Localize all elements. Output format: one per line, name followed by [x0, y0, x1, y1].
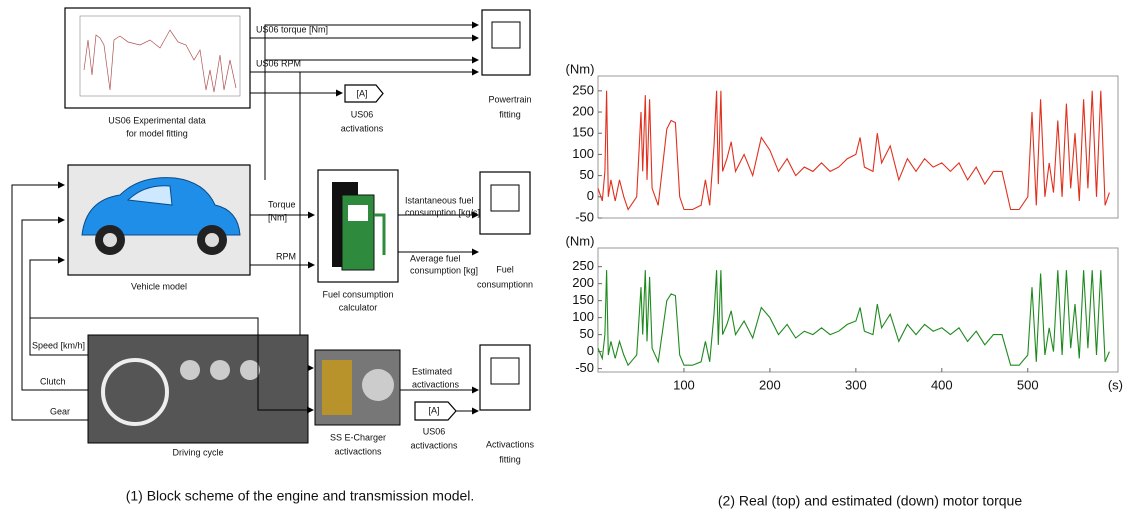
wire [30, 317, 314, 414]
pump-hose [374, 213, 386, 255]
block-label: calculator [339, 302, 378, 312]
signal-label: Clutch [40, 376, 66, 386]
y-tick-label: 150 [572, 292, 594, 307]
block-label: Powertrain [488, 94, 531, 104]
series-line [597, 270, 1110, 367]
signal-label: Istantaneous fuel [405, 195, 474, 205]
mini-plot-line [83, 29, 237, 93]
block-label: fitting [499, 109, 521, 119]
signal-label: Estimated [412, 366, 452, 376]
mini-plot [79, 15, 241, 97]
block-label: US06 [351, 109, 374, 119]
signal-label: Average fuel [410, 253, 460, 263]
block-label: Activactions [486, 439, 535, 449]
wire [264, 21, 479, 180]
x-tick-label: 100 [673, 377, 695, 392]
block-label: activations [341, 123, 384, 133]
x-axis-label: (s) [1108, 377, 1123, 392]
y-tick-label: 0 [587, 188, 594, 203]
series-line [597, 90, 1110, 211]
y-tick-label: 250 [572, 258, 594, 273]
x-tick-label: 500 [1017, 377, 1039, 392]
scope-screen [490, 357, 520, 385]
caption: (1) Block scheme of the engine and trans… [126, 488, 475, 504]
y-tick-label: 100 [572, 146, 594, 161]
wheel-icon [101, 358, 169, 426]
signal-label: consumption [kg] [410, 265, 478, 275]
block-label: Driving cycle [172, 447, 223, 457]
goto-block [344, 84, 384, 103]
y-tick-label: 250 [572, 82, 594, 97]
wire [21, 216, 88, 391]
signal-label: Torque [268, 199, 296, 209]
y-tick-label: 200 [572, 103, 594, 118]
block-label: Fuel consumption [322, 289, 393, 299]
block-label: activactions [334, 446, 382, 456]
block-label: US06 [423, 426, 446, 436]
car-wheel [103, 233, 117, 247]
y-tick-label: 50 [580, 167, 594, 182]
echarger-photo [322, 360, 352, 415]
block-label: SS E-Charger [330, 432, 386, 442]
x-tick-label: 400 [931, 377, 953, 392]
echarger-photo [362, 369, 394, 401]
signal-label: Gear [50, 406, 70, 416]
wire [299, 72, 314, 372]
driving-cycle-block [87, 334, 309, 444]
block-label: US06 Experimental data [108, 115, 206, 125]
from-tag: [A] [428, 405, 439, 415]
car-icon [81, 177, 241, 236]
scope-screen [490, 184, 520, 212]
car-window [126, 185, 173, 206]
block-label: Fuel [496, 264, 514, 274]
block-label: activactions [410, 440, 458, 450]
y-tick-label: 100 [572, 309, 594, 324]
wire [29, 256, 88, 356]
car-wheel [205, 233, 219, 247]
block-label: consumptionn [477, 279, 533, 289]
y-axis-label: (Nm) [566, 61, 595, 76]
signal-label: consumption [kg/s] [405, 207, 480, 217]
x-tick-label: 200 [759, 377, 781, 392]
y-tick-label: 0 [587, 343, 594, 358]
x-tick-label: 300 [845, 377, 867, 392]
y-tick-label: 150 [572, 125, 594, 140]
gauge-icon [210, 360, 230, 380]
plot-area [597, 247, 1119, 373]
gauge-icon [180, 360, 200, 380]
signal-label: activactions [412, 379, 460, 389]
block-label: for model fitting [126, 128, 188, 138]
signal-label: US06 RPM [256, 58, 301, 68]
caption: (2) Real (top) and estimated (down) moto… [718, 493, 1022, 509]
y-tick-label: -50 [575, 209, 594, 224]
block-label: Vehicle model [131, 281, 187, 291]
scope-screen [491, 21, 521, 49]
block-diagram: US06 Experimental data for model fitting… [11, 7, 535, 464]
gauge-icon [240, 360, 260, 380]
signal-label: RPM [276, 251, 296, 261]
signal-label: Speed [km/h] [32, 340, 85, 350]
wire [11, 181, 88, 421]
y-axis-label: (Nm) [566, 233, 595, 248]
from-block [414, 401, 457, 421]
signal-label: [Nm] [268, 212, 287, 222]
y-tick-label: 200 [572, 275, 594, 290]
y-tick-label: -50 [575, 360, 594, 375]
pump-icon [348, 205, 368, 221]
goto-tag: [A] [356, 88, 367, 98]
signal-label: US06 torque [Nm] [256, 24, 328, 34]
y-tick-label: 50 [580, 326, 594, 341]
block-label: fitting [499, 454, 521, 464]
